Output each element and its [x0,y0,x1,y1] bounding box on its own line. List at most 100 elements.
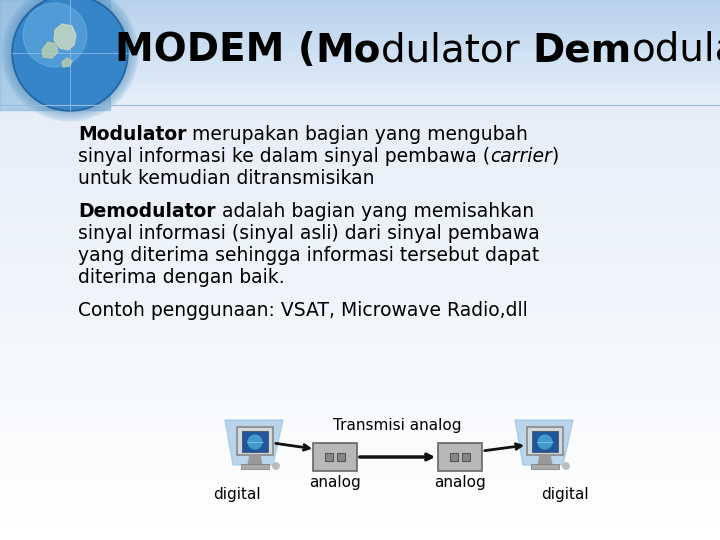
Bar [0,127,720,128]
Bar [0,532,720,533]
Text: Mo: Mo [316,31,381,69]
Bar [0,325,720,326]
Bar [0,27,720,28]
Bar [0,434,720,435]
Bar [0,389,720,390]
Bar [0,280,720,281]
Text: analog: analog [434,475,486,490]
Bar [0,112,720,113]
Bar [0,337,720,338]
Bar [0,221,720,222]
Bar [0,167,720,168]
Bar [0,358,720,359]
Bar [0,55,720,56]
Bar [0,72,720,73]
Bar [0,214,720,215]
Bar [0,220,720,221]
Bar [0,500,720,501]
Bar [0,257,720,258]
Circle shape [562,462,570,469]
Bar [0,60,720,61]
Bar [0,446,720,447]
Bar [0,145,720,146]
Bar [0,452,720,453]
Bar [0,8,720,9]
Bar [0,63,720,64]
Bar [0,165,720,166]
Bar [0,507,720,508]
Bar [0,253,720,254]
Bar [0,122,720,123]
Bar [0,266,720,267]
Bar [0,497,720,498]
Bar [0,530,720,531]
Bar [0,59,720,60]
Bar [0,113,720,114]
Bar [0,463,720,464]
Bar [0,378,720,379]
Bar [0,518,720,519]
Bar [0,293,720,294]
Circle shape [12,0,128,111]
Bar [0,379,720,380]
Bar [0,230,720,231]
Bar [0,90,720,91]
Bar [0,97,720,98]
Bar [0,248,720,249]
Bar [0,412,720,413]
Bar [0,78,720,79]
FancyBboxPatch shape [532,431,558,452]
Bar [0,186,720,187]
Bar [0,299,720,300]
Bar [0,215,720,216]
Bar [0,438,720,439]
Bar [0,332,720,333]
Bar [0,246,720,247]
Bar [0,62,720,63]
Bar [0,318,720,319]
Bar [0,433,720,434]
Circle shape [248,435,262,449]
Bar [0,197,720,198]
Circle shape [12,0,128,111]
Polygon shape [225,420,283,465]
Bar [0,357,720,358]
Bar [0,453,720,454]
Bar [0,147,720,148]
Bar [0,368,720,369]
Text: Dem: Dem [532,31,631,69]
FancyBboxPatch shape [237,427,273,455]
Bar [0,80,720,81]
Bar [0,306,720,307]
Bar [0,355,720,356]
Bar [0,194,720,195]
Polygon shape [515,420,573,465]
Bar [0,102,720,103]
Bar [0,232,720,233]
FancyBboxPatch shape [337,453,345,461]
Bar [0,298,720,299]
Bar [0,41,720,42]
Bar [0,179,720,180]
Bar [0,212,720,213]
Bar [0,482,720,483]
Bar [0,74,720,75]
Bar [0,258,720,259]
Bar [0,205,720,206]
Bar [0,324,720,325]
Bar [0,64,720,65]
Bar [0,183,720,184]
Text: Contoh penggunaan: VSAT, Microwave Radio,dll: Contoh penggunaan: VSAT, Microwave Radio… [78,301,528,320]
Bar [0,516,720,517]
Bar [0,201,720,202]
Bar [0,340,720,341]
Bar [0,477,720,478]
Bar [0,514,720,515]
Bar [0,162,720,163]
Bar [0,73,720,74]
Bar [0,37,720,38]
Bar [0,158,720,159]
Bar [0,199,720,200]
Bar [0,79,720,80]
Bar [0,277,720,278]
